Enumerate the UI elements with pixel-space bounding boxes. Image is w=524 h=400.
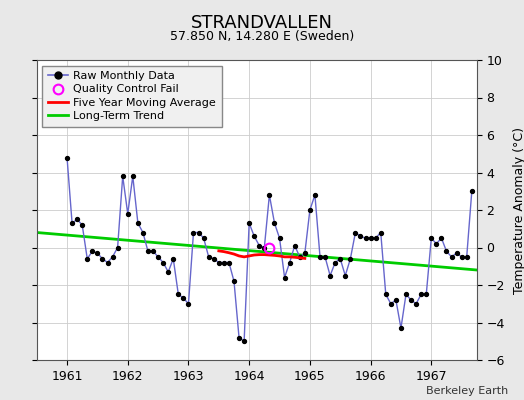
Point xyxy=(427,235,435,241)
Point xyxy=(457,254,466,260)
Point xyxy=(366,235,375,241)
Point xyxy=(452,250,461,256)
Point xyxy=(422,291,430,298)
Point xyxy=(341,272,350,279)
Point xyxy=(98,256,106,262)
Point xyxy=(316,254,324,260)
Point xyxy=(346,256,355,262)
Point xyxy=(356,233,365,240)
Point xyxy=(194,229,203,236)
Point xyxy=(467,188,476,194)
Point xyxy=(296,254,304,260)
Point xyxy=(442,248,451,254)
Point xyxy=(68,220,77,226)
Point xyxy=(63,154,71,161)
Point xyxy=(128,173,137,180)
Point xyxy=(73,216,81,222)
Point xyxy=(124,210,132,217)
Point xyxy=(301,250,309,256)
Point xyxy=(377,229,385,236)
Point xyxy=(372,235,380,241)
Point xyxy=(93,250,102,256)
Point xyxy=(215,259,223,266)
Point xyxy=(326,272,334,279)
Point xyxy=(432,240,441,247)
Point xyxy=(286,259,294,266)
Text: 57.850 N, 14.280 E (Sweden): 57.850 N, 14.280 E (Sweden) xyxy=(170,30,354,43)
Point xyxy=(220,259,228,266)
Text: Berkeley Earth: Berkeley Earth xyxy=(426,386,508,396)
Point xyxy=(134,220,142,226)
Point xyxy=(331,259,340,266)
Point xyxy=(417,291,425,298)
Point xyxy=(397,325,405,331)
Point xyxy=(204,254,213,260)
Point xyxy=(235,334,243,341)
Point xyxy=(250,233,258,240)
Point xyxy=(392,297,400,303)
Point xyxy=(407,297,416,303)
Point xyxy=(164,269,172,275)
Point xyxy=(305,207,314,213)
Point xyxy=(336,256,344,262)
Point xyxy=(463,254,471,260)
Point xyxy=(174,291,182,298)
Point xyxy=(387,300,395,307)
Point xyxy=(260,244,268,251)
Point xyxy=(83,256,92,262)
Point xyxy=(108,254,117,260)
Point xyxy=(311,192,319,198)
Point xyxy=(225,259,233,266)
Point xyxy=(412,300,420,307)
Point xyxy=(200,235,208,241)
Point xyxy=(290,242,299,249)
Point xyxy=(159,259,167,266)
Point xyxy=(118,173,127,180)
Point xyxy=(154,254,162,260)
Point xyxy=(255,242,264,249)
Point xyxy=(321,254,329,260)
Point xyxy=(351,229,359,236)
Point xyxy=(270,220,279,226)
Point xyxy=(78,222,86,228)
Point xyxy=(88,248,96,254)
Point xyxy=(230,278,238,284)
Text: STRANDVALLEN: STRANDVALLEN xyxy=(191,14,333,32)
Point xyxy=(381,291,390,298)
Point xyxy=(184,300,193,307)
Point xyxy=(103,259,112,266)
Point xyxy=(280,274,289,281)
Point xyxy=(240,338,248,344)
Point xyxy=(245,220,254,226)
Point xyxy=(265,192,274,198)
Point xyxy=(402,291,410,298)
Y-axis label: Temperature Anomaly (°C): Temperature Anomaly (°C) xyxy=(514,126,524,294)
Point xyxy=(362,235,370,241)
Point xyxy=(169,256,178,262)
Point xyxy=(275,235,283,241)
Point xyxy=(447,254,456,260)
Legend: Raw Monthly Data, Quality Control Fail, Five Year Moving Average, Long-Term Tren: Raw Monthly Data, Quality Control Fail, … xyxy=(42,66,222,127)
Point xyxy=(437,235,445,241)
Point xyxy=(139,229,147,236)
Point xyxy=(189,229,198,236)
Point xyxy=(149,248,157,254)
Point xyxy=(210,256,218,262)
Point xyxy=(144,248,152,254)
Point xyxy=(113,244,122,251)
Point xyxy=(179,295,188,301)
